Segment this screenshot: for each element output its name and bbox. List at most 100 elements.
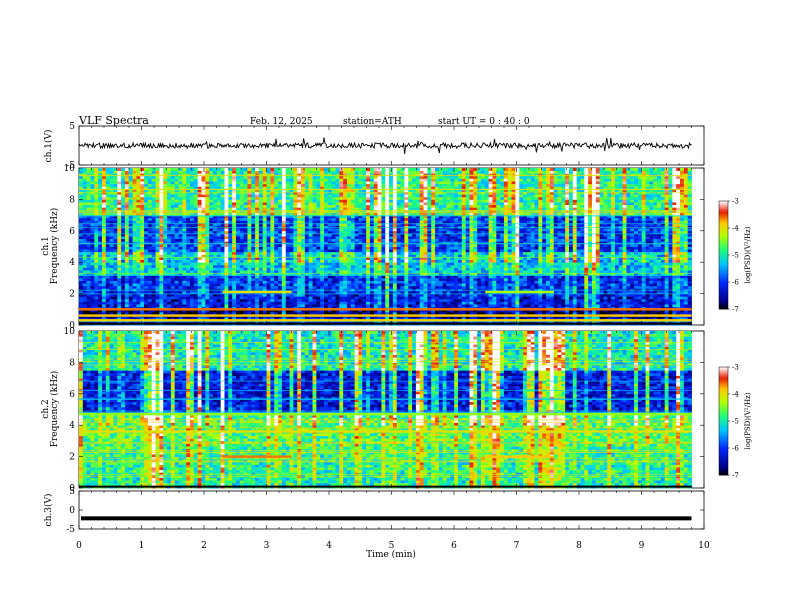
spectrogram-cell [167, 259, 172, 263]
spectrogram-cell [324, 256, 329, 260]
spectrogram-cell [668, 249, 673, 253]
spectrogram-cell [155, 304, 160, 308]
spectrogram-cell [247, 264, 252, 268]
spectrogram-cell [243, 246, 248, 250]
spectrogram-cell [239, 293, 245, 297]
spectrogram-cell [523, 280, 528, 284]
spectrogram-cell [580, 280, 585, 284]
spectrogram-cell [258, 285, 264, 289]
spectrogram-cell [278, 264, 283, 268]
spectrogram-cell [98, 241, 103, 245]
spectrogram-cell [193, 304, 199, 308]
spectrogram-cell [660, 285, 666, 289]
spectrogram-cell [607, 283, 612, 287]
spectrogram-cell [224, 254, 229, 258]
spectrogram-cell [630, 285, 635, 289]
spectrogram-cell [626, 283, 631, 287]
spectrogram-cell [308, 290, 313, 294]
spectrogram-cell [94, 304, 99, 308]
spectrogram-cell [190, 246, 195, 250]
spectrogram-cell [580, 277, 585, 281]
spectrogram-cell [105, 246, 111, 250]
spectrogram-cell [167, 251, 172, 255]
spectrogram-cell [373, 285, 378, 289]
spectrogram-cell [247, 277, 252, 281]
spectrogram-cell [190, 272, 195, 276]
spectrogram-cell [232, 251, 237, 255]
spectrogram-cell [159, 309, 164, 313]
spectrogram-cell [565, 311, 570, 315]
spectrogram-cell [281, 296, 287, 300]
spectrogram-cell [274, 280, 279, 284]
spectrogram-cell [438, 251, 444, 255]
spectrogram-cell [235, 298, 241, 302]
spectrogram-cell [381, 298, 386, 302]
spectrogram-cell [377, 309, 382, 313]
spectrogram-cell [312, 270, 317, 274]
spectrogram-cell [523, 275, 528, 279]
spectrogram-cell [484, 254, 490, 258]
spectrogram-cell [101, 254, 107, 258]
spectrogram-cell [584, 290, 589, 294]
spectrogram-cell [350, 256, 356, 260]
spectrogram-cell [687, 243, 692, 247]
spectrogram-cell [281, 311, 287, 315]
spectrogram-cell [82, 293, 88, 297]
spectrogram-cell [657, 249, 662, 253]
spectrogram-cell [377, 301, 382, 305]
spectrogram-cell [488, 262, 493, 266]
spectrogram-cell [657, 301, 662, 305]
spectrogram-cell [247, 309, 252, 313]
spectrogram-cell [488, 277, 493, 281]
spectrogram-cell [377, 277, 382, 281]
spectrogram-cell [170, 246, 176, 250]
spectrogram-cell [637, 246, 643, 250]
spectrogram-cell [86, 277, 91, 281]
spectrogram-cell [389, 298, 394, 302]
spectrogram-cell [465, 290, 470, 294]
spectrogram-cell [511, 311, 516, 315]
spectrogram-cell [346, 251, 352, 255]
spectrogram-cell [687, 277, 692, 281]
spectrogram-cell [201, 256, 206, 260]
spectrogram-cell [163, 298, 168, 302]
spectrogram-cell [220, 283, 225, 287]
spectrogram-cell [366, 290, 371, 294]
spectrogram-cell [530, 254, 535, 258]
spectrogram-cell [201, 283, 206, 287]
spectrogram-cell [637, 262, 643, 266]
spectrogram-cell [121, 277, 126, 281]
spectrogram-cell [423, 317, 428, 321]
spectrogram-cell [121, 275, 126, 279]
spectrogram-cell [358, 259, 363, 263]
spectrogram-cell [79, 293, 84, 297]
spectrogram-cell [584, 246, 589, 250]
spectrogram-cell [163, 249, 168, 253]
spectrogram-cell [569, 317, 574, 321]
spectrogram-cell [569, 283, 574, 287]
spectrogram-cell [278, 280, 283, 284]
spectrogram-cell [354, 259, 359, 263]
spectrogram-cell [216, 259, 222, 263]
spectrogram-cell [611, 254, 616, 258]
spectrogram-cell [580, 262, 585, 266]
spectrogram-cell [178, 272, 183, 276]
spectrogram-cell [128, 256, 133, 260]
spectrogram-cell [561, 304, 566, 308]
spectrogram-cell [519, 246, 524, 250]
spectrogram-cell [435, 301, 440, 305]
spectrogram-cell [358, 249, 363, 253]
spectrogram-cell [672, 285, 677, 289]
spectrogram-cell [438, 290, 444, 294]
spectrogram-cell [461, 270, 467, 274]
spectrogram-cell [147, 309, 153, 313]
spectrogram-cell [147, 246, 153, 250]
spectrogram-cell [113, 262, 118, 266]
spectrogram-cell [117, 311, 122, 315]
spectrogram-cell [285, 254, 290, 258]
spectrogram-cell [385, 293, 390, 297]
spectrogram-cell [622, 280, 627, 284]
spectrogram-cell [178, 285, 183, 289]
spectrogram-cell [113, 246, 118, 250]
spectrogram-cell [255, 272, 260, 276]
